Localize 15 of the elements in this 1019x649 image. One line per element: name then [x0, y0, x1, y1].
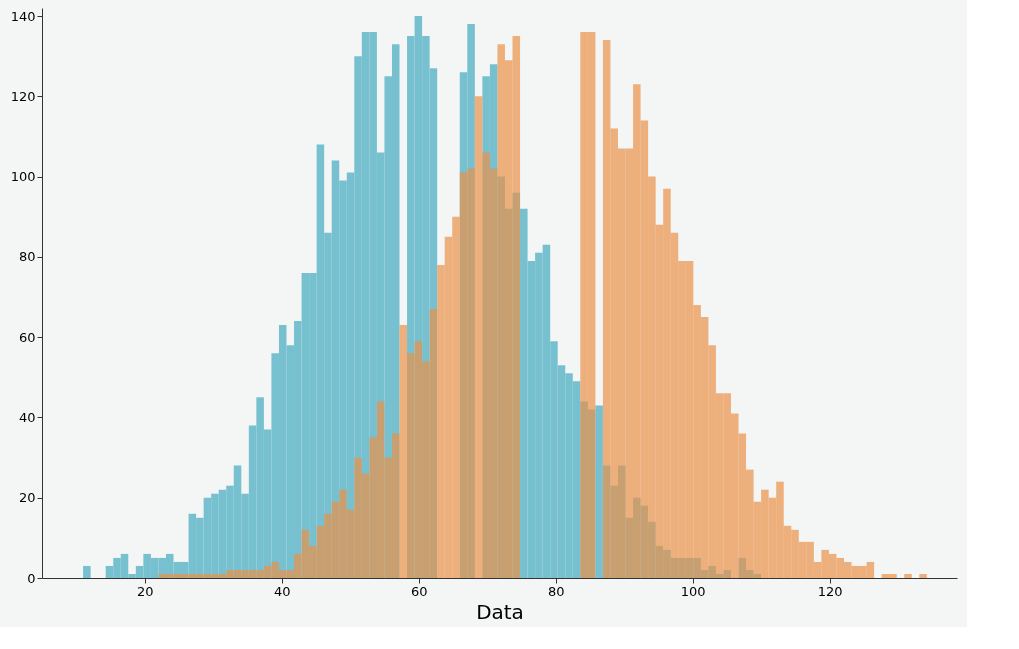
y-tick-label: 60 [18, 329, 36, 345]
y-tick-label: 140 [10, 8, 36, 24]
x-tick-label: 20 [136, 583, 154, 599]
y-tick-label: 20 [18, 490, 36, 506]
x-tick-label: 40 [273, 583, 291, 599]
y-tick-label: 0 [27, 570, 36, 586]
x-tick-label: 100 [680, 583, 706, 599]
y-tick-label: 120 [10, 88, 36, 104]
y-tick-label: 40 [18, 409, 36, 425]
x-axis-title: Data [476, 599, 524, 624]
y-tick-label: 100 [10, 169, 36, 185]
x-tick-label: 80 [547, 583, 565, 599]
y-tick-label: 80 [18, 249, 36, 265]
x-tick-label: 120 [817, 583, 843, 599]
x-tick-label: 60 [410, 583, 428, 599]
